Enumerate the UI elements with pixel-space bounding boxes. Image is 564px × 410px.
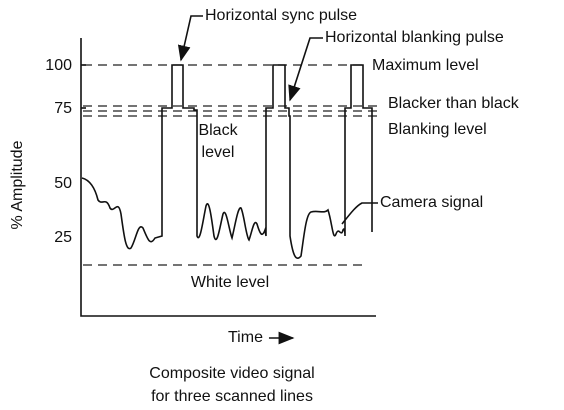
axes [80,38,376,317]
black-level-label: Black [198,122,238,139]
level-lines [83,64,380,266]
y-tick-label: 100 [45,57,72,74]
caption: Composite video signal [149,365,314,382]
y-tick-label: 50 [54,175,72,192]
black-level-label: level [202,144,235,161]
caption: for three scanned lines [151,388,313,405]
y-tick-label: 25 [54,229,72,246]
waveform [81,64,373,260]
blanking-arrow [288,37,323,102]
y-axis-label: % Amplitude [9,140,26,229]
maximum-label: Maximum level [372,57,479,74]
x-axis-label: Time [228,329,263,346]
sync-arrow [177,15,203,62]
blanking-level-label: Blanking level [388,121,487,138]
white-label: White level [191,274,269,291]
sync-label: Horizontal sync pulse [205,7,357,24]
camera-label: Camera signal [380,194,483,211]
blanking-pulse-label: Horizontal blanking pulse [325,29,504,46]
blacker-label: Blacker than black [388,95,520,112]
y-tick-label: 75 [54,100,72,117]
camera-leader [341,202,378,225]
tick-marks [81,64,86,109]
